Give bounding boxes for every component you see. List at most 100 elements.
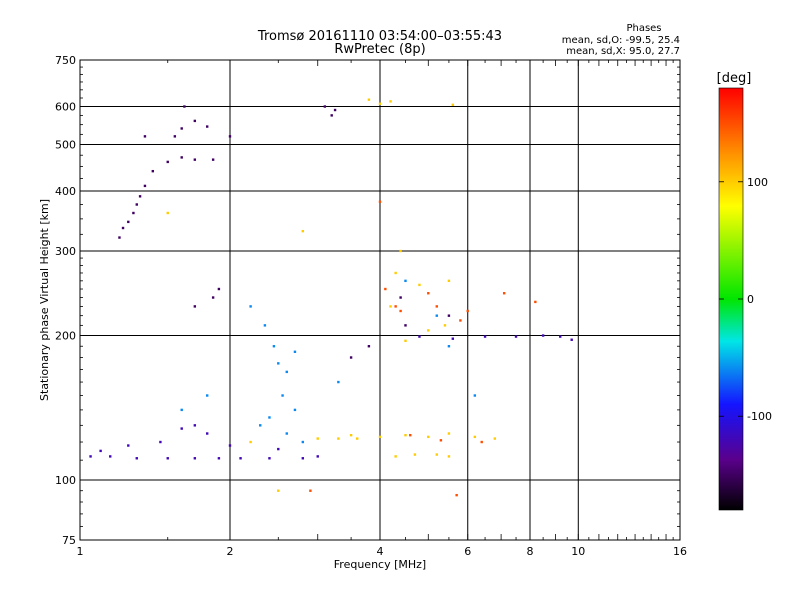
data-point [211, 158, 215, 161]
y-tick-label: 500 [55, 139, 76, 152]
data-point [118, 236, 121, 239]
data-point [166, 211, 169, 215]
data-point [285, 370, 288, 374]
data-point [451, 103, 455, 106]
data-point [399, 309, 402, 313]
data-point [337, 380, 340, 384]
x-tick-label: 4 [377, 545, 384, 558]
data-point [249, 305, 252, 308]
data-point [211, 296, 215, 299]
colorbar-tick-label: 100 [747, 176, 768, 189]
data-point [301, 229, 305, 233]
data-point [559, 335, 562, 338]
data-point [349, 356, 353, 359]
data-points [89, 98, 573, 497]
data-point [180, 427, 183, 430]
data-point [143, 135, 147, 138]
data-point [493, 437, 497, 440]
data-point [268, 457, 271, 460]
data-point [159, 440, 162, 444]
data-point [427, 329, 430, 332]
data-point [138, 195, 142, 198]
data-point [378, 435, 382, 439]
data-point [330, 114, 333, 117]
data-point [418, 335, 421, 338]
data-point [277, 362, 280, 365]
data-point [443, 324, 447, 327]
data-point [349, 433, 353, 437]
data-point [132, 211, 135, 215]
data-point [127, 444, 130, 447]
data-point [293, 350, 297, 353]
data-point [483, 335, 487, 338]
x-axis-label: Frequency [MHz] [334, 558, 426, 571]
data-point [217, 287, 221, 291]
data-point [447, 345, 451, 348]
data-point [367, 345, 371, 348]
y-tick-label: 100 [55, 474, 76, 487]
x-tick-label: 16 [673, 545, 687, 558]
stats-line-x: mean, sd,X: 95.0, 27.7 [566, 46, 680, 57]
data-point [455, 493, 458, 497]
data-point [447, 279, 451, 283]
data-point [99, 449, 102, 453]
data-point [355, 437, 359, 440]
data-point [534, 300, 537, 304]
data-point [394, 271, 397, 275]
data-point [427, 435, 430, 439]
data-point [205, 125, 209, 128]
data-point [239, 457, 242, 460]
data-point [285, 432, 288, 435]
data-point [193, 305, 197, 308]
data-point [180, 127, 183, 130]
data-point [541, 334, 545, 337]
data-point [389, 305, 392, 308]
x-tick-label: 10 [571, 545, 585, 558]
data-point [337, 437, 340, 440]
data-point [143, 184, 147, 188]
data-point [514, 335, 518, 338]
data-point [277, 447, 280, 451]
data-point [151, 169, 155, 173]
data-point [193, 457, 197, 460]
data-point [367, 98, 371, 101]
colorbar-tick-label: -100 [747, 410, 772, 423]
data-point [451, 337, 455, 340]
data-point [384, 287, 387, 291]
colorbar-label: [deg] [717, 71, 752, 86]
chart-subtitle: RwPretec (8p) [334, 42, 425, 57]
data-point [301, 457, 305, 460]
data-point [183, 105, 186, 108]
data-point [409, 433, 412, 437]
data-point [435, 314, 438, 317]
data-point [263, 324, 267, 327]
data-point [447, 314, 451, 317]
data-point [180, 156, 183, 159]
data-point [268, 416, 271, 419]
data-point [394, 455, 397, 458]
data-point [316, 437, 319, 440]
data-point [418, 283, 421, 287]
data-point [404, 279, 407, 283]
data-point [502, 292, 506, 295]
data-point [459, 319, 462, 322]
y-axis: 75 100 200 300 400 500 600 750 [55, 54, 680, 547]
data-point [439, 439, 443, 442]
colorbar-ticks: 100 0 -100 [719, 176, 772, 423]
data-point [281, 394, 284, 397]
x-tick-label: 1 [77, 545, 84, 558]
data-point [378, 102, 382, 105]
y-tick-label: 75 [62, 534, 76, 547]
data-point [135, 457, 138, 460]
data-point [435, 453, 438, 456]
colorbar-tick-label: 0 [747, 293, 754, 306]
data-point [180, 408, 183, 412]
chart-title: Tromsø 20161110 03:54:00–03:55:43 [257, 29, 502, 44]
data-point [109, 455, 112, 458]
data-point [193, 424, 197, 427]
data-point [217, 457, 221, 460]
x-tick-label: 8 [527, 545, 534, 558]
data-point [447, 432, 451, 435]
data-point [404, 433, 407, 437]
x-axis: 1 2 4 6 8 10 16 [77, 60, 687, 558]
